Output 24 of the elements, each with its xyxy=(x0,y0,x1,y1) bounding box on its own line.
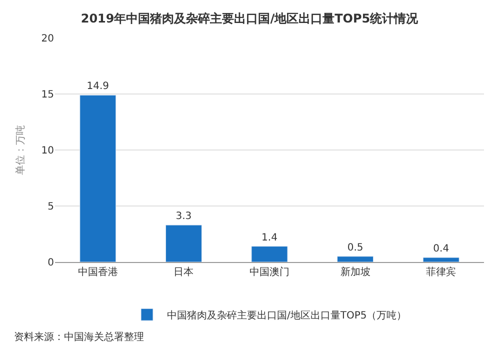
y-tick-label: 15 xyxy=(41,90,54,100)
y-tick-label: 20 xyxy=(41,34,54,44)
x-tick-label: 中国澳门 xyxy=(250,266,290,278)
y-tick-label: 10 xyxy=(41,146,54,156)
chart-title: 2019年中国猪肉及杂碎主要出口国/地区出口量TOP5统计情况 xyxy=(80,11,420,26)
x-tick-label: 菲律宾 xyxy=(426,266,456,278)
bar xyxy=(165,224,202,262)
data-label: 0.5 xyxy=(347,242,364,254)
y-tick-label: 0 xyxy=(48,258,54,268)
y-tick-label: 5 xyxy=(48,202,54,212)
y-axis-title: 单位：万吨 xyxy=(14,125,26,175)
legend-label: 中国猪肉及杂碎主要出口国/地区出口量TOP5（万吨） xyxy=(167,309,407,322)
data-label: 14.9 xyxy=(86,81,110,92)
data-label: 3.3 xyxy=(176,211,192,222)
x-tick-label: 中国香港 xyxy=(78,266,118,278)
bar xyxy=(251,246,288,262)
data-label: 1.4 xyxy=(262,232,278,244)
data-label: 0.4 xyxy=(433,244,450,255)
text: 资料来源：中国海关总署整理 xyxy=(14,331,144,343)
bar xyxy=(80,94,116,262)
bar xyxy=(337,256,374,262)
x-tick-label: 日本 xyxy=(174,266,194,278)
x-tick-label: 新加坡 xyxy=(340,266,370,278)
bar xyxy=(422,257,460,262)
